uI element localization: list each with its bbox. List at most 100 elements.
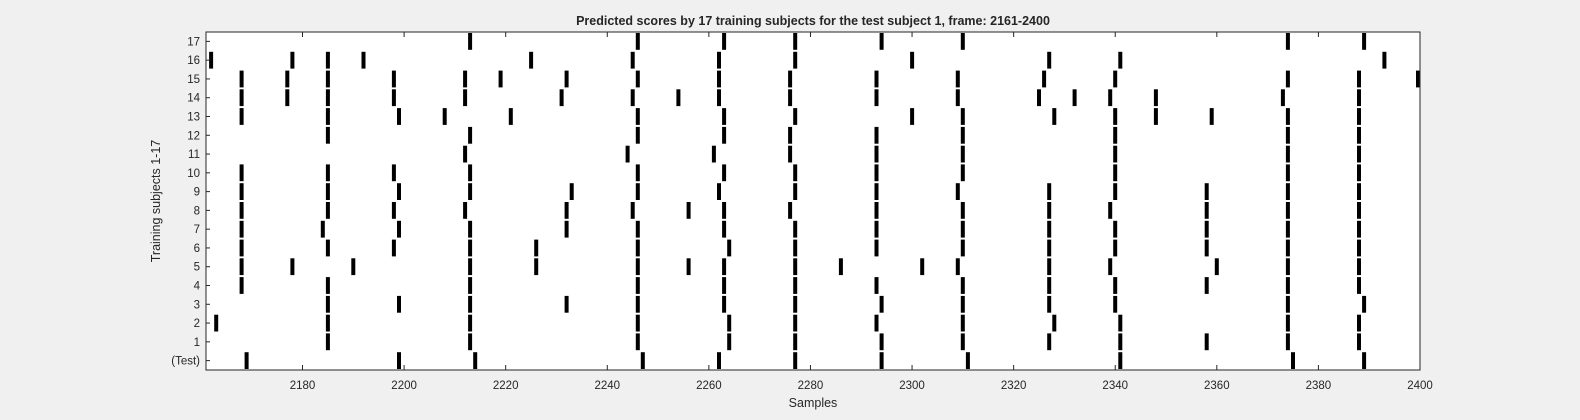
y-tick-label: (Test) bbox=[171, 356, 200, 368]
raster-mark bbox=[788, 126, 793, 144]
y-tick-label: 10 bbox=[187, 168, 200, 180]
raster-mark bbox=[960, 33, 965, 50]
raster-mark bbox=[1362, 295, 1367, 313]
y-tick-label: 17 bbox=[187, 36, 200, 48]
raster-mark bbox=[722, 220, 727, 238]
raster-mark bbox=[960, 164, 965, 182]
raster-mark bbox=[1285, 258, 1290, 276]
raster-mark bbox=[874, 145, 879, 163]
raster-mark bbox=[788, 145, 793, 163]
raster-mark bbox=[635, 108, 640, 125]
raster-mark bbox=[960, 202, 965, 219]
raster-mark bbox=[569, 183, 574, 200]
raster-mark bbox=[391, 70, 396, 88]
raster-mark bbox=[1357, 145, 1361, 163]
raster-mark bbox=[960, 295, 965, 313]
raster-mark bbox=[244, 352, 249, 369]
y-tick-label: 9 bbox=[194, 187, 200, 199]
raster-mark bbox=[955, 183, 960, 200]
raster-mark bbox=[874, 183, 879, 200]
raster-mark bbox=[325, 239, 330, 257]
raster-mark bbox=[1285, 108, 1290, 125]
x-tick-label: 2380 bbox=[1306, 380, 1332, 392]
raster-mark bbox=[239, 183, 244, 200]
raster-mark bbox=[1357, 220, 1361, 238]
raster-mark bbox=[1204, 202, 1209, 219]
x-tick-label: 2300 bbox=[899, 380, 925, 392]
raster-mark bbox=[676, 89, 681, 107]
raster-mark bbox=[635, 277, 640, 294]
raster-mark bbox=[1052, 314, 1057, 332]
raster-mark bbox=[793, 352, 798, 369]
y-tick-label: 14 bbox=[187, 93, 200, 105]
raster-mark bbox=[239, 258, 244, 276]
raster-mark bbox=[630, 51, 635, 69]
raster-mark bbox=[1108, 202, 1113, 219]
raster-mark bbox=[722, 33, 727, 50]
raster-mark bbox=[874, 89, 879, 107]
raster-mark bbox=[1285, 295, 1290, 313]
raster-mark bbox=[239, 108, 244, 125]
raster-mark bbox=[965, 352, 970, 369]
raster-mark bbox=[391, 239, 396, 257]
raster-mark bbox=[1285, 220, 1290, 238]
raster-mark bbox=[960, 239, 965, 257]
x-axis: 2180 2200 2220 2240 2260 2280 2300 2320 2340 2360… bbox=[290, 32, 1433, 392]
raster-mark bbox=[960, 314, 965, 332]
raster-mark bbox=[1357, 126, 1361, 144]
raster-mark bbox=[1113, 220, 1118, 238]
raster-mark bbox=[955, 258, 960, 276]
raster-mark bbox=[793, 295, 798, 313]
raster-mark bbox=[463, 70, 468, 88]
raster-mark bbox=[1113, 277, 1118, 294]
raster-mark bbox=[468, 333, 473, 351]
raster-mark bbox=[1362, 352, 1367, 369]
raster-mark bbox=[722, 295, 727, 313]
raster-mark bbox=[1204, 277, 1209, 294]
raster-mark bbox=[468, 164, 473, 182]
raster-mark bbox=[1357, 202, 1361, 219]
raster-mark bbox=[635, 314, 640, 332]
raster-mark bbox=[635, 33, 640, 50]
raster-mark bbox=[325, 51, 330, 69]
raster-mark bbox=[468, 277, 473, 294]
raster-mark bbox=[1291, 352, 1295, 369]
raster-mark bbox=[1416, 70, 1420, 88]
raster-mark bbox=[1285, 239, 1290, 257]
raster-mark bbox=[793, 51, 798, 69]
raster-mark bbox=[463, 202, 468, 219]
raster-mark bbox=[686, 258, 691, 276]
raster-mark bbox=[722, 258, 727, 276]
y-tick-label: 6 bbox=[194, 243, 200, 255]
raster-mark bbox=[564, 220, 569, 238]
raster-mark bbox=[874, 277, 879, 294]
raster-mark bbox=[1285, 33, 1290, 50]
raster-mark bbox=[793, 183, 798, 200]
raster-mark bbox=[468, 314, 473, 332]
x-tick-label: 2280 bbox=[798, 380, 824, 392]
raster-mark bbox=[717, 51, 721, 69]
raster-mark bbox=[874, 220, 879, 238]
raster-mark bbox=[910, 108, 915, 125]
raster-mark bbox=[711, 145, 716, 163]
raster-mark bbox=[1357, 89, 1361, 107]
raster-mark bbox=[625, 145, 630, 163]
raster-mark bbox=[290, 51, 295, 69]
y-tick-label: 2 bbox=[194, 318, 200, 330]
raster-mark bbox=[391, 89, 396, 107]
raster-mark bbox=[879, 295, 884, 313]
raster-mark bbox=[239, 202, 244, 219]
raster-mark bbox=[325, 202, 330, 219]
raster-mark bbox=[325, 126, 330, 144]
x-tick-label: 2340 bbox=[1102, 380, 1128, 392]
raster-mark bbox=[1285, 145, 1290, 163]
x-tick-label: 2200 bbox=[391, 380, 417, 392]
raster-mark bbox=[1285, 333, 1290, 351]
x-tick-label: 2320 bbox=[1001, 380, 1027, 392]
raster-mark bbox=[635, 183, 640, 200]
raster-mark bbox=[788, 70, 793, 88]
raster-mark bbox=[717, 89, 721, 107]
raster-mark bbox=[285, 89, 290, 107]
raster-mark bbox=[1113, 126, 1118, 144]
